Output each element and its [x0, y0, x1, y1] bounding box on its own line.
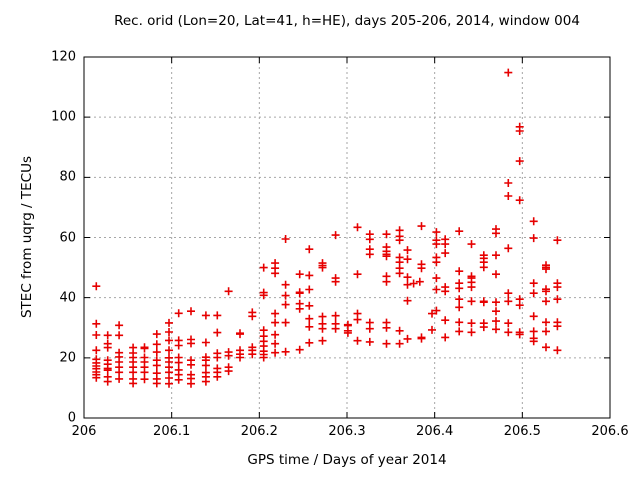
x-tick-label: 206.1 [153, 424, 191, 439]
y-tick-label: 0 [67, 410, 76, 426]
x-tick-label: 206.6 [591, 424, 629, 439]
x-tick-label: 206.5 [503, 424, 541, 439]
y-tick-label: 60 [59, 230, 76, 245]
y-tick-label: 20 [59, 350, 76, 366]
y-tick-label: 100 [51, 109, 76, 125]
scatter-series-plus [92, 68, 562, 388]
y-tick-label: 120 [51, 49, 76, 65]
chart-title: Rec. orid (Lon=20, Lat=41, h=HE), days 2… [114, 13, 580, 29]
x-tick-label: 206.2 [240, 424, 278, 439]
x-tick-label: 206.3 [328, 424, 366, 439]
y-tick-label: 40 [59, 290, 76, 306]
x-axis-title: GPS time / Days of year 2014 [247, 452, 447, 468]
y-axis-title: STEC from uqrg / TECUs [19, 155, 35, 319]
x-tick-label: 206.4 [416, 424, 454, 439]
y-tick-label: 80 [59, 169, 76, 185]
x-tick-label: 206 [71, 424, 97, 439]
